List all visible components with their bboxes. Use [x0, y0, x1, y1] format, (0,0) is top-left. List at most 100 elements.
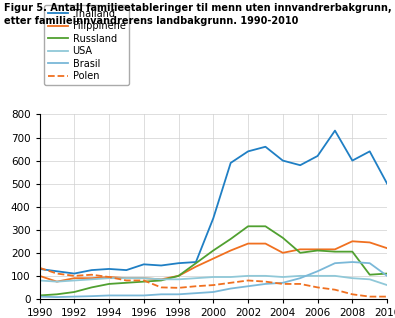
Polen: [228, 281, 233, 285]
Russland: [107, 282, 111, 286]
Brasil: [350, 260, 355, 264]
Filippinene: [37, 274, 42, 278]
Brasil: [246, 284, 250, 288]
USA: [107, 276, 111, 280]
Line: Russland: Russland: [40, 226, 387, 295]
Polen: [194, 284, 198, 288]
Russland: [315, 249, 320, 252]
Thailand: [159, 264, 164, 267]
USA: [211, 275, 216, 279]
Polen: [176, 286, 181, 290]
Russland: [385, 272, 389, 275]
Russland: [211, 249, 216, 252]
Thailand: [367, 149, 372, 153]
Polen: [124, 279, 129, 282]
USA: [333, 274, 337, 278]
USA: [350, 276, 355, 280]
Polen: [141, 279, 146, 282]
Russland: [159, 279, 164, 282]
Filippinene: [89, 276, 94, 280]
Filippinene: [263, 242, 268, 245]
Filippinene: [367, 240, 372, 244]
Filippinene: [72, 276, 77, 280]
Polen: [211, 283, 216, 287]
Brasil: [333, 261, 337, 265]
Russland: [246, 225, 250, 228]
Thailand: [298, 163, 303, 167]
Thailand: [315, 154, 320, 158]
USA: [194, 276, 198, 280]
Filippinene: [333, 247, 337, 251]
Filippinene: [55, 280, 59, 284]
Brasil: [194, 291, 198, 295]
Thailand: [37, 267, 42, 271]
Brasil: [89, 294, 94, 298]
Line: Brasil: Brasil: [40, 262, 387, 297]
Russland: [263, 225, 268, 228]
Polen: [107, 275, 111, 279]
Russland: [89, 286, 94, 289]
Brasil: [367, 261, 372, 265]
Filippinene: [350, 239, 355, 243]
Polen: [333, 288, 337, 292]
Brasil: [55, 295, 59, 299]
Polen: [385, 295, 389, 299]
Polen: [315, 286, 320, 289]
Text: Figur 5. Antall familieetableringer til menn uten innvandrerbakgrunn,
etter fami: Figur 5. Antall familieetableringer til …: [4, 3, 391, 26]
Russland: [72, 290, 77, 294]
Filippinene: [280, 251, 285, 255]
Brasil: [107, 294, 111, 297]
USA: [72, 279, 77, 282]
Russland: [280, 236, 285, 240]
Polen: [89, 273, 94, 277]
USA: [246, 274, 250, 278]
Polen: [246, 279, 250, 282]
Polen: [263, 280, 268, 284]
Line: Filippinene: Filippinene: [40, 241, 387, 282]
Thailand: [280, 159, 285, 162]
USA: [263, 274, 268, 278]
Filippinene: [194, 265, 198, 268]
Russland: [298, 251, 303, 255]
Brasil: [263, 282, 268, 286]
Brasil: [298, 276, 303, 280]
Thailand: [124, 268, 129, 272]
Thailand: [107, 267, 111, 271]
USA: [298, 274, 303, 278]
Brasil: [37, 295, 42, 299]
Filippinene: [176, 274, 181, 278]
USA: [176, 277, 181, 281]
Thailand: [176, 261, 181, 265]
Thailand: [141, 262, 146, 266]
Filippinene: [315, 247, 320, 251]
Polen: [298, 282, 303, 286]
Thailand: [333, 129, 337, 133]
Filippinene: [211, 257, 216, 260]
Brasil: [176, 293, 181, 296]
USA: [228, 275, 233, 279]
Thailand: [385, 182, 389, 185]
Filippinene: [124, 276, 129, 280]
Polen: [55, 272, 59, 275]
Filippinene: [298, 247, 303, 251]
Russland: [141, 280, 146, 284]
USA: [159, 277, 164, 281]
Polen: [37, 266, 42, 270]
USA: [280, 275, 285, 279]
Russland: [176, 274, 181, 278]
USA: [385, 283, 389, 287]
Brasil: [385, 274, 389, 278]
Polen: [280, 282, 285, 286]
Russland: [228, 237, 233, 241]
Russland: [124, 281, 129, 285]
USA: [141, 276, 146, 280]
USA: [89, 277, 94, 281]
Thailand: [194, 260, 198, 264]
Brasil: [141, 294, 146, 297]
Thailand: [211, 216, 216, 220]
Russland: [37, 294, 42, 297]
Thailand: [89, 268, 94, 272]
Line: USA: USA: [40, 276, 387, 285]
Thailand: [228, 161, 233, 165]
Polen: [367, 295, 372, 299]
